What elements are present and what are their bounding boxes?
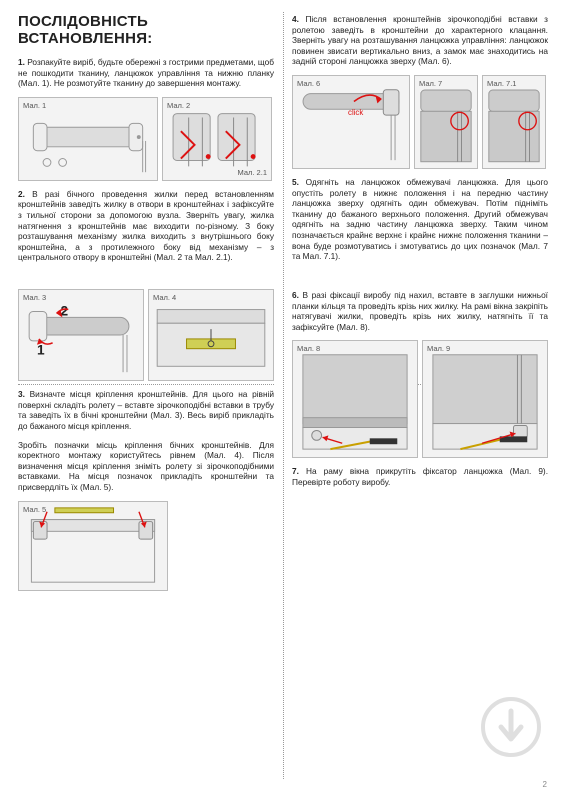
page-number: 2 [543,780,547,789]
page: ПОСЛІДОВНІСТЬ ВСТАНОВЛЕННЯ: 1. Розпакуйт… [0,0,565,799]
fig-4-svg [149,290,273,380]
fig-1: Мал. 1 [18,97,158,181]
fig-8: Мал. 8 [292,340,418,458]
fig-1-caption: Мал. 1 [23,101,46,110]
watermark-icon [479,695,543,759]
svg-text:1: 1 [37,343,45,358]
vertical-divider [283,12,284,779]
figs-row-1: Мал. 1 Мал. 2 Мал. 2.1 [18,97,274,181]
fig-4: Мал. 4 [148,289,274,381]
figs-row-4: Мал. 6 click Мал. 7 [292,75,548,169]
fig-8-caption: Мал. 8 [297,344,320,353]
step-6-text: 6. В разі фіксації виробу під нахил, вст… [292,290,548,332]
step-5-body: Одягніть на ланцюжок обмежувачі ланцюжка… [292,177,548,261]
fig-7-svg [415,76,477,168]
step-1-body: Розпакуйте виріб, будьте обережні з гост… [18,57,274,88]
fig-6-caption: Мал. 6 [297,79,320,88]
fig-5-caption: Мал. 5 [23,505,46,514]
step-6-body: В разі фіксації виробу під нахил, вставт… [292,290,548,332]
step-1-num: 1. [18,57,25,67]
fig-71-caption: Мал. 7.1 [487,79,516,88]
click-label: click [348,108,363,117]
step-4-text: 4. Після встановлення кронштейнів зірочк… [292,14,548,67]
fig-8-svg [293,341,417,457]
step-2-num: 2. [18,189,25,199]
fig-71: Мал. 7.1 [482,75,546,169]
left-column: ПОСЛІДОВНІСТЬ ВСТАНОВЛЕННЯ: 1. Розпакуйт… [18,14,274,787]
figs-row-3: Мал. 5 [18,501,274,591]
fig-6-svg: click [293,76,409,168]
fig-71-svg [483,76,545,168]
fig-3-svg: 1 2 [19,290,143,380]
figs-row-2: Мал. 3 1 2 Мал. 4 [18,289,274,381]
fig-9-svg [423,341,547,457]
fig-6: Мал. 6 click [292,75,410,169]
figs-row-5: Мал. 8 Мал. 9 [292,340,548,458]
step-4-num: 4. [292,14,299,24]
spacer-r [292,270,548,290]
step-1-text: 1. Розпакуйте виріб, будьте обережні з г… [18,57,274,89]
right-column: 4. Після встановлення кронштейнів зірочк… [292,14,548,787]
fig-7-caption: Мал. 7 [419,79,442,88]
fig-5-svg [19,502,167,590]
fig-4-caption: Мал. 4 [153,293,176,302]
step-3-num: 3. [18,389,25,399]
step-3-text: 3. Визначте місця кріплення кронштейнів.… [18,389,274,431]
step-3b-text: Зробіть позначки місць кріплення бічних … [18,440,274,493]
spacer [18,271,274,289]
fig-9-caption: Мал. 9 [427,344,450,353]
step-5-num: 5. [292,177,299,187]
fig-3-caption: Мал. 3 [23,293,46,302]
fig-9: Мал. 9 [422,340,548,458]
fig-5: Мал. 5 [18,501,168,591]
step-6-num: 6. [292,290,299,300]
step-2-text: 2. В разі бічного проведення жилки перед… [18,189,274,263]
step-5-text: 5. Одягніть на ланцюжок обмежувачі ланцю… [292,177,548,262]
fig-1-svg [19,98,157,180]
step-2-body: В разі бічного проведення жилки перед вс… [18,189,274,263]
fig-21-caption: Мал. 2.1 [238,168,267,177]
step-7-body: На раму вікна прикрутіть фіксатор ланцюж… [292,466,548,487]
step-3-body: Визначте місця кріплення кронштейнів. Дл… [18,389,274,431]
page-title: ПОСЛІДОВНІСТЬ ВСТАНОВЛЕННЯ: [18,14,274,47]
step-7-num: 7. [292,466,299,476]
step-4-body: Після встановлення кронштейнів зірочкопо… [292,14,548,66]
fig-7: Мал. 7 [414,75,478,169]
fig-2-caption: Мал. 2 [167,101,190,110]
fig-3: Мал. 3 1 2 [18,289,144,381]
fig-2: Мал. 2 Мал. 2.1 [162,97,272,181]
left-horizontal-divider [18,384,274,385]
step-7-text: 7. На раму вікна прикрутіть фіксатор лан… [292,466,548,487]
